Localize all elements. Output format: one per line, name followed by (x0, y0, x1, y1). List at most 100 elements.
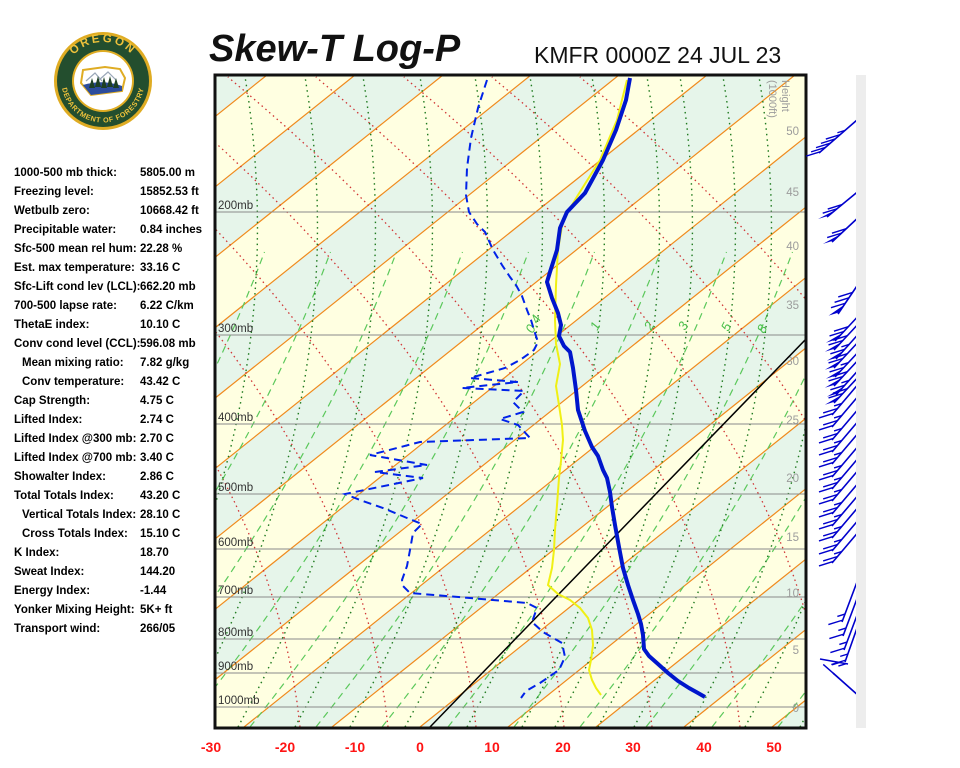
index-value: 15852.53 ft (140, 186, 199, 198)
plot-border (213, 73, 808, 730)
wind-barb (818, 504, 861, 542)
index-value: 3.40 C (140, 452, 174, 464)
isotherm-lines (215, 75, 806, 728)
index-value: 43.42 C (140, 376, 181, 388)
temp-axis-label: -30 (201, 739, 221, 755)
index-value: 5805.00 m (140, 167, 195, 179)
wind-barb (818, 381, 861, 419)
index-value: 15.10 C (140, 528, 181, 540)
station-datetime: KMFR 0000Z 24 JUL 23 (534, 42, 782, 68)
index-value: 18.70 (140, 547, 169, 559)
index-row: Transport wind: 266/05 (14, 623, 229, 642)
page-title: Skew-T Log-P (209, 28, 461, 70)
moist-adiabat-lines (215, 251, 806, 728)
wind-barb (818, 492, 861, 530)
index-row: Est. max temperature: 33.16 C (14, 262, 229, 281)
index-value: 10.10 C (140, 319, 181, 331)
temp-axis-label: 50 (766, 739, 782, 755)
index-row: Sfc-500 mean rel hum: 22.28 % (14, 243, 229, 262)
index-value: 2.74 C (140, 414, 174, 426)
index-label: Lifted Index @300 mb: (14, 433, 137, 445)
index-label: Sweat Index: (14, 566, 85, 578)
index-value: 43.20 C (140, 490, 181, 502)
wind-barb (818, 418, 861, 456)
index-label: Vertical Totals Index: (22, 509, 137, 521)
index-value: 7.82 g/kg (140, 357, 190, 369)
index-row: Total Totals Index: 43.20 C (14, 490, 229, 509)
index-row: Cap Strength: 4.75 C (14, 395, 229, 414)
index-row: Conv cond level (CCL): 596.08 mb (14, 338, 229, 357)
pressure-label: 400mb (218, 412, 253, 424)
index-row: Vertical Totals Index: 28.10 C (14, 509, 229, 528)
index-value: 0.84 inches (140, 224, 203, 236)
index-label: Sfc-500 mean rel hum: (14, 243, 137, 255)
index-label: Lifted Index: (14, 414, 83, 426)
temp-axis-label: 20 (555, 739, 571, 755)
index-row: Showalter Index: 2.86 C (14, 471, 229, 490)
index-row: Sweat Index: 144.20 (14, 566, 229, 585)
index-label: Freezing level: (14, 186, 94, 198)
wind-barb (828, 573, 861, 626)
index-label: Conv cond level (CCL): (14, 338, 141, 350)
height-tick-label: 20 (786, 473, 799, 485)
wind-barb (818, 443, 861, 481)
wind-barb (818, 455, 861, 493)
temperature-profile (545, 77, 706, 699)
height-tick-label: 25 (786, 415, 799, 427)
wind-barb (818, 529, 861, 567)
odf-logo: OREGON DEPARTMENT OF FORESTRY (54, 32, 152, 130)
height-tick-label: 10 (786, 588, 799, 600)
index-row: 1000-500 mb thick: 5805.00 m (14, 167, 229, 186)
temp-axis-label: -20 (275, 739, 295, 755)
scrollbar-track[interactable] (856, 75, 866, 728)
index-value: -1.44 (140, 585, 167, 597)
index-label: Lifted Index @700 mb: (14, 452, 137, 464)
temp-axis-label: 40 (696, 739, 712, 755)
index-value: 28.10 C (140, 509, 181, 521)
sounding-profiles (341, 77, 806, 728)
index-label: Yonker Mixing Height: (14, 604, 135, 616)
wind-barb (818, 188, 862, 219)
index-value: 2.86 C (140, 471, 174, 483)
index-label: Conv temperature: (22, 376, 125, 388)
height-axis-title-units: (1000ft) (766, 80, 778, 118)
temp-axis-label: 30 (625, 739, 641, 755)
dry-adiabat-lines (215, 76, 806, 728)
index-row: Cross Totals Index: 15.10 C (14, 528, 229, 547)
dewpoint-profile (341, 79, 567, 699)
wind-barb (818, 480, 861, 518)
height-tick-label: 50 (786, 126, 799, 138)
index-row: K Index: 18.70 (14, 547, 229, 566)
wind-barb (818, 467, 861, 505)
pressure-label: 800mb (218, 627, 253, 639)
index-label: Mean mixing ratio: (22, 357, 124, 369)
wind-barb (822, 663, 861, 698)
index-label: 1000-500 mb thick: (14, 167, 117, 179)
index-row: Conv temperature: 43.42 C (14, 376, 229, 395)
temp-axis-label: 10 (484, 739, 500, 755)
index-value: 596.08 mb (140, 338, 196, 350)
index-row: Energy Index: -1.44 (14, 585, 229, 604)
temp-axis-label: -10 (345, 739, 365, 755)
index-label: Total Totals Index: (14, 490, 114, 502)
temp-axis: -30 -20 -10 0 10 20 30 40 50 (201, 739, 782, 755)
index-row: Lifted Index @300 mb: 2.70 C (14, 433, 229, 452)
logo-state-graphic (79, 65, 127, 97)
height-tick-label: 30 (786, 356, 799, 368)
height-tick-label: 5 (793, 645, 799, 657)
index-row: 700-500 lapse rate: 6.22 C/km (14, 300, 229, 319)
height-axis-title: Height (779, 80, 791, 112)
index-value: 144.20 (140, 566, 176, 578)
index-label: Sfc-Lift cond lev (LCL): (14, 281, 141, 293)
pressure-label: 300mb (218, 323, 253, 335)
index-row: Lifted Index: 2.74 C (14, 414, 229, 433)
height-tick-label: 45 (786, 187, 799, 199)
temp-axis-label: 0 (416, 739, 424, 755)
index-value: 266/05 (140, 623, 176, 635)
index-row: Sfc-Lift cond lev (LCL): 662.20 mb (14, 281, 229, 300)
index-value: 22.28 % (140, 243, 183, 255)
index-value: 10668.42 ft (140, 205, 199, 217)
pressure-label: 600mb (218, 537, 253, 549)
